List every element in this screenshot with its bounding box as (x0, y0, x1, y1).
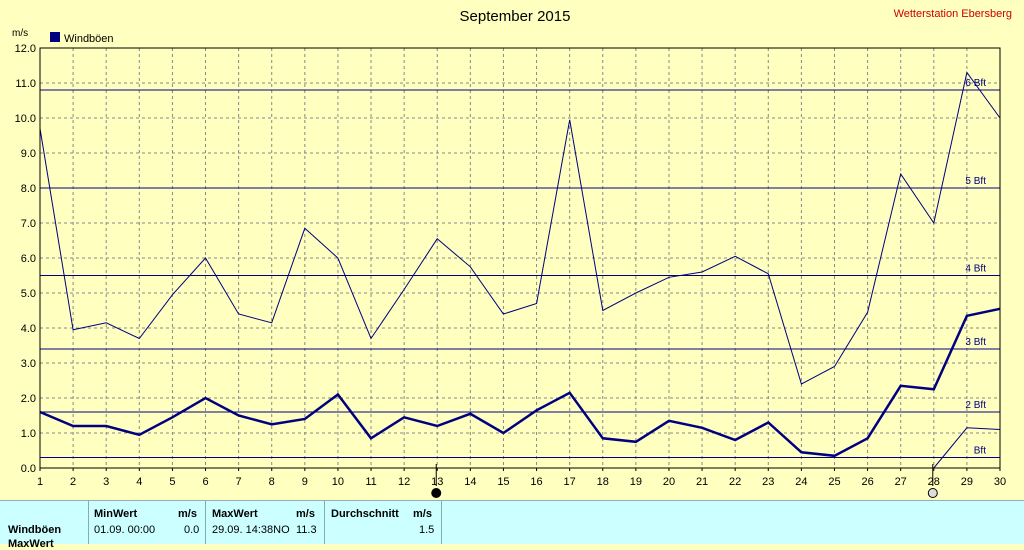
axes: 0.01.02.03.04.05.06.07.08.09.010.011.012… (15, 43, 1007, 488)
x-tick-label: 13 (431, 476, 443, 488)
y-tick-label: 3.0 (21, 358, 36, 370)
avg-header: Durchschnitt (331, 508, 399, 520)
x-tick-label: 4 (136, 476, 142, 488)
day-marker-dot (927, 488, 938, 498)
x-tick-label: 1 (37, 476, 43, 488)
x-tick-label: 10 (332, 476, 344, 488)
x-tick-label: 29 (961, 476, 973, 488)
x-tick-label: 2 (70, 476, 76, 488)
x-tick-label: 23 (762, 476, 774, 488)
x-tick-label: 18 (597, 476, 609, 488)
x-tick-label: 19 (630, 476, 642, 488)
max-header: MaxWert (212, 508, 258, 520)
x-tick-label: 5 (169, 476, 175, 488)
y-tick-label: 8.0 (21, 183, 36, 195)
row2-label: MaxWert (8, 538, 54, 550)
plot-frame (39, 47, 1001, 469)
x-tick-label: 9 (302, 476, 308, 488)
x-tick-label: 7 (236, 476, 242, 488)
y-tick-label: 6.0 (21, 253, 36, 265)
series-line (39, 71, 1001, 385)
max-date: 29.09. 14:38NO (212, 524, 290, 536)
y-tick-label: 11.0 (15, 78, 36, 90)
row-label: Windböen (8, 524, 62, 536)
x-tick-label: 8 (269, 476, 275, 488)
x-tick-label: 27 (895, 476, 907, 488)
beaufort-label: Bft (974, 446, 986, 457)
beaufort-label: 3 Bft (965, 337, 986, 348)
y-tick-label: 1.0 (21, 428, 36, 440)
x-tick-label: 6 (202, 476, 208, 488)
beaufort-label: 2 Bft (965, 400, 986, 411)
y-tick-label: 7.0 (21, 218, 36, 230)
min-date: 01.09. 00:00 (94, 524, 156, 536)
y-tick-label: 2.0 (21, 393, 36, 405)
x-tick-label: 15 (497, 476, 509, 488)
legend-swatch (50, 32, 60, 42)
series (39, 71, 1001, 469)
x-tick-label: 14 (464, 476, 476, 488)
avg-value: 1.5 (419, 524, 435, 536)
y-tick-label: 10.0 (15, 113, 36, 125)
avg-unit: m/s (413, 508, 432, 520)
grid (40, 48, 1000, 468)
x-tick-label: 28 (928, 476, 940, 488)
chart-title: September 2015 (460, 8, 571, 25)
y-axis-unit: m/s (12, 28, 28, 39)
x-tick-label: 12 (398, 476, 410, 488)
legend-label: Windböen (64, 33, 114, 45)
day-markers (431, 464, 938, 498)
x-tick-label: 24 (795, 476, 807, 488)
x-tick-label: 25 (828, 476, 840, 488)
beaufort-label: 4 Bft (965, 264, 986, 275)
x-tick-label: 20 (663, 476, 675, 488)
series-line (39, 307, 1001, 458)
y-tick-label: 5.0 (21, 288, 36, 300)
x-tick-label: 17 (564, 476, 576, 488)
min-value: 0.0 (184, 524, 200, 536)
wind-chart: September 2015 Wetterstation Ebersberg m… (12, 8, 1012, 498)
beaufort-label: 6 Bft (965, 78, 986, 89)
x-tick-label: 26 (861, 476, 873, 488)
min-unit: m/s (178, 508, 197, 520)
series-line (933, 427, 1001, 469)
beaufort-lines: Bft 2 Bft 3 Bft 4 Bft 5 Bft 6 Bft (40, 78, 1000, 458)
y-tick-label: 4.0 (21, 323, 36, 335)
x-tick-label: 30 (994, 476, 1006, 488)
x-tick-label: 21 (696, 476, 708, 488)
y-tick-label: 12.0 (15, 43, 36, 55)
beaufort-label: 5 Bft (965, 176, 986, 187)
x-tick-label: 11 (365, 476, 376, 488)
min-header: MinWert (94, 508, 138, 520)
day-marker-dot (431, 488, 442, 498)
max-value: 11.3 (296, 524, 317, 536)
y-tick-label: 9.0 (21, 148, 36, 160)
y-tick-label: 0.0 (21, 463, 36, 475)
x-tick-label: 16 (530, 476, 542, 488)
stats-panel: MinWert m/s MaxWert m/s Durchschnitt m/s… (0, 500, 1024, 550)
max-unit: m/s (296, 508, 315, 520)
station-name: Wetterstation Ebersberg (894, 8, 1012, 20)
x-tick-label: 3 (103, 476, 109, 488)
x-tick-label: 22 (729, 476, 741, 488)
